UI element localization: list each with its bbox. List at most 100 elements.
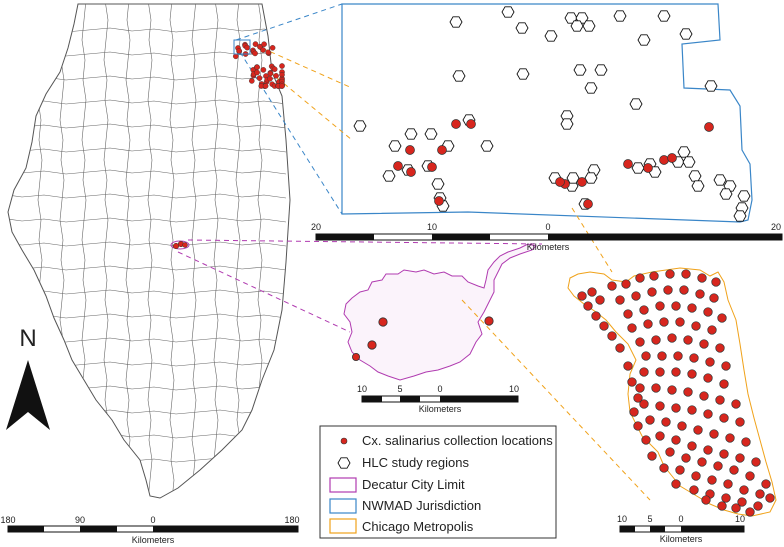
- collection-point: [721, 493, 731, 503]
- collection-point: [655, 401, 665, 411]
- collection-point: [631, 291, 641, 301]
- hlc-region-hexagon: [388, 140, 402, 152]
- county-line: [213, 4, 219, 498]
- il-decatur-marker: [170, 240, 190, 250]
- legend-red-dot-icon: [340, 437, 348, 445]
- decatur-city-limit: [343, 243, 537, 381]
- collection-point: [671, 367, 681, 377]
- nwmad-scale-tick: 0: [545, 222, 550, 232]
- collection-point: [667, 153, 677, 163]
- legend-label: NWMAD Jurisdiction: [362, 498, 481, 513]
- illinois-scale-tick: 90: [75, 515, 85, 525]
- county-line: [8, 193, 287, 199]
- chicago-scale-tick: 0: [678, 514, 683, 524]
- collection-point: [595, 295, 605, 305]
- county-line: [191, 4, 197, 498]
- collection-point: [254, 64, 260, 70]
- collection-point: [643, 163, 653, 173]
- collection-point: [679, 285, 689, 295]
- collection-point: [665, 269, 675, 279]
- collection-point: [587, 287, 597, 297]
- collection-point: [639, 305, 649, 315]
- collection-point: [687, 369, 697, 379]
- collection-point: [641, 351, 651, 361]
- collection-point: [623, 159, 633, 169]
- hlc-region-hexagon: [733, 210, 747, 222]
- legend-chicago-swatch-icon: [329, 518, 357, 534]
- collection-point: [657, 351, 667, 361]
- county-line: [8, 289, 287, 295]
- hlc-region-hexagon: [704, 80, 718, 92]
- north-arrow-letter: N: [19, 325, 36, 352]
- collection-point: [709, 293, 719, 303]
- collection-point: [260, 67, 267, 73]
- collection-point: [262, 83, 269, 89]
- collection-point: [627, 377, 637, 387]
- hlc-region-hexagon: [582, 20, 596, 32]
- illinois-outline: [7, 3, 291, 499]
- legend-label: Decatur City Limit: [362, 477, 465, 492]
- hlc-region-hexagon: [631, 162, 645, 174]
- hlc-region-hexagon: [657, 10, 671, 22]
- collection-point: [671, 301, 681, 311]
- collection-point: [677, 421, 687, 431]
- hlc-region-hexagon: [573, 64, 587, 76]
- county-line: [8, 147, 287, 153]
- collection-point: [687, 441, 697, 451]
- county-line: [8, 123, 287, 129]
- hlc-region-hexagon: [613, 10, 627, 22]
- chicago-inset: [567, 267, 777, 517]
- collection-point: [681, 453, 691, 463]
- collection-point: [703, 307, 713, 317]
- illinois-map: [7, 3, 291, 499]
- collection-point: [405, 145, 415, 155]
- collection-point: [689, 353, 699, 363]
- collection-point: [633, 421, 643, 431]
- hlc-region-hexagon: [431, 178, 445, 190]
- legend-frame: [319, 425, 557, 539]
- collection-point: [741, 437, 751, 447]
- hlc-region-hexagon: [515, 22, 529, 34]
- hlc-region-hexagon: [584, 172, 598, 184]
- collection-point: [715, 343, 725, 353]
- collection-point: [709, 429, 719, 439]
- illinois-scale-unit: Kilometers: [132, 535, 175, 545]
- illinois-scale-tick: 0: [150, 515, 155, 525]
- hlc-region-hexagon: [544, 30, 558, 42]
- illinois-scale-tick: 180: [0, 515, 15, 525]
- chicago-scale-tick: 10: [735, 514, 745, 524]
- collection-point: [719, 449, 729, 459]
- map-legend: Cx. salinarius collection locations HLC …: [319, 425, 557, 539]
- collection-point: [649, 271, 659, 281]
- collection-point: [729, 465, 739, 475]
- collection-point: [671, 435, 681, 445]
- collection-point: [683, 387, 693, 397]
- decatur-collection-point: [484, 316, 494, 326]
- collection-point: [745, 471, 755, 481]
- collection-point: [675, 465, 685, 475]
- collection-point: [731, 503, 741, 513]
- hlc-region-hexagon: [737, 190, 751, 202]
- nwmad-inset: [341, 3, 753, 223]
- collection-point: [647, 287, 657, 297]
- collection-point: [701, 495, 711, 505]
- legend-decatur-swatch-icon: [329, 477, 357, 493]
- collection-point: [737, 497, 747, 507]
- collection-point: [707, 325, 717, 335]
- collection-point: [661, 417, 671, 427]
- collection-point: [267, 75, 273, 82]
- collection-point: [683, 335, 693, 345]
- hlc-region-hexagon: [382, 170, 396, 182]
- collection-point: [651, 383, 661, 393]
- collection-point: [704, 122, 714, 132]
- collection-point: [659, 463, 669, 473]
- county-line: [8, 217, 287, 223]
- collection-point: [689, 485, 699, 495]
- hlc-region-hexagon: [677, 146, 691, 158]
- county-line: [8, 241, 287, 247]
- collection-point: [651, 335, 661, 345]
- hlc-region-hexagon: [688, 170, 702, 182]
- collection-point: [635, 383, 645, 393]
- decatur-collection-point: [367, 340, 377, 350]
